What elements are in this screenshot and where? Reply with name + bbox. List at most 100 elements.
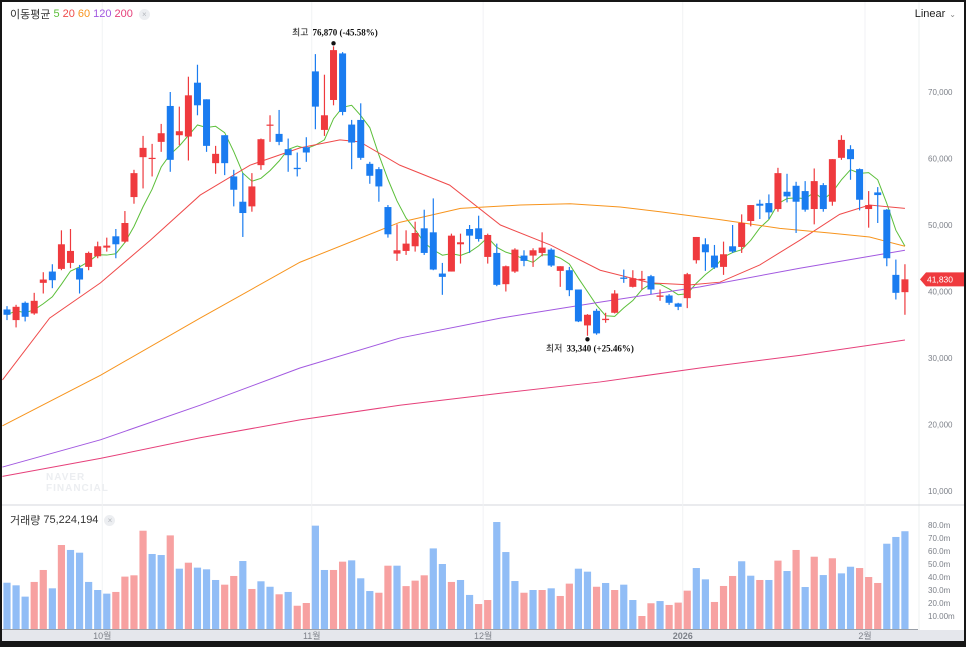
candle-body: [411, 232, 419, 247]
volume-bar: [629, 600, 637, 629]
candle: [57, 230, 65, 271]
candle: [883, 209, 891, 267]
volume-bar: [157, 555, 165, 629]
x-axis-band: [2, 630, 964, 641]
volume-bar: [556, 595, 564, 629]
candle: [429, 198, 437, 271]
ma-20-label[interactable]: 20: [62, 8, 75, 20]
volume-bar: [202, 569, 211, 629]
candle-body: [683, 274, 691, 299]
candle: [792, 181, 800, 233]
candle-body: [103, 245, 111, 248]
candle: [574, 289, 582, 323]
volume-bar: [801, 587, 809, 629]
candle: [221, 135, 229, 176]
candle: [847, 145, 855, 180]
y-tick-label: 20,000: [928, 421, 953, 430]
ma-60-label[interactable]: 60: [77, 8, 91, 20]
volume-bar: [674, 602, 682, 629]
candle: [765, 194, 773, 220]
high-label: 최고: [292, 27, 309, 37]
volume-bar: [529, 590, 537, 629]
volume-bar: [747, 575, 755, 629]
candle: [819, 183, 827, 212]
candle: [538, 232, 546, 257]
candle: [774, 167, 782, 212]
ma-5-line: [6, 104, 906, 317]
candle: [502, 265, 510, 292]
volume-bar: [783, 571, 791, 629]
candle-body: [756, 203, 764, 206]
volume-tick-label: 50.0m: [928, 560, 951, 569]
candle: [184, 76, 192, 161]
candle: [21, 301, 29, 322]
candle-body: [311, 71, 319, 107]
candle-body: [837, 139, 845, 158]
candle-body: [674, 303, 682, 307]
candle-body: [638, 278, 646, 281]
candle: [420, 209, 428, 255]
candle-body: [457, 242, 464, 245]
volume-bar: [493, 522, 501, 629]
candle: [103, 237, 111, 252]
moving-average-lines: [2, 104, 906, 477]
volume-bar: [302, 603, 310, 629]
candle-body: [121, 223, 129, 242]
candle: [438, 262, 446, 295]
ma-200-label[interactable]: 200: [114, 8, 133, 20]
candle-body: [266, 124, 274, 126]
volume-bar: [420, 575, 428, 629]
candle-body: [856, 169, 864, 200]
naver-financial-watermark: NAVER FINANCIAL: [46, 472, 109, 494]
candle-body: [565, 270, 573, 291]
candle: [593, 308, 601, 335]
candle-body: [729, 246, 737, 252]
candle: [30, 292, 38, 315]
volume-bar: [357, 578, 365, 629]
close-ma-icon[interactable]: ×: [138, 8, 150, 20]
volume-bar: [656, 601, 664, 629]
high-annotation: 최고 76,870 (-45.58%): [292, 27, 378, 46]
grid: [101, 2, 866, 629]
candle-body: [774, 173, 782, 210]
candle-body: [620, 277, 628, 279]
volume-tick-label: 70.0m: [928, 534, 951, 543]
volume-bar: [248, 588, 256, 629]
volume-bar: [538, 590, 546, 629]
candle: [729, 225, 737, 253]
ma-120-label[interactable]: 120: [93, 8, 112, 20]
candle-body: [212, 153, 220, 164]
volume-bar: [366, 591, 374, 629]
volume-bar: [121, 576, 129, 629]
candle-body: [738, 223, 746, 247]
volume-bar: [511, 581, 519, 629]
volume-bar: [39, 569, 47, 629]
candle-body: [583, 314, 591, 326]
volume-bar: [638, 616, 646, 629]
volume-bar: [574, 568, 583, 629]
volume-bar: [184, 562, 192, 629]
ma-200-line: [2, 339, 906, 477]
volume-bar: [475, 604, 483, 629]
candle: [602, 312, 610, 323]
volume-bar: [583, 571, 592, 629]
volume-value: 75,224,194: [43, 514, 99, 526]
candle: [212, 145, 220, 174]
candle: [892, 259, 900, 300]
ma-5-label[interactable]: 5: [53, 8, 60, 20]
low-value: 33,340 (+25.46%): [566, 343, 633, 353]
candle-body: [203, 99, 211, 146]
scale-mode-dropdown[interactable]: Linear ⌄: [915, 8, 956, 20]
close-volume-icon[interactable]: ×: [104, 514, 116, 526]
y-tick-label: 40,000: [928, 288, 953, 297]
candle: [112, 228, 120, 259]
volume-bar: [520, 592, 528, 629]
volume-bar: [21, 596, 29, 629]
candle-body: [466, 228, 474, 236]
volume-bar: [311, 525, 319, 629]
candle: [692, 236, 700, 264]
candle: [720, 241, 728, 275]
volume-bar: [692, 568, 700, 629]
candle-body: [765, 203, 773, 213]
